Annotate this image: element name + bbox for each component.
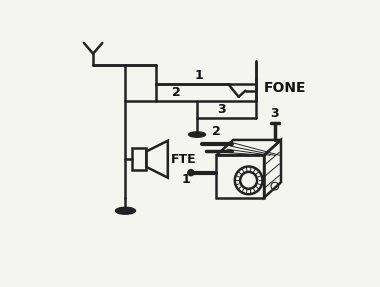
Ellipse shape: [116, 207, 135, 214]
Bar: [216, 155, 264, 198]
Text: 3: 3: [217, 103, 226, 116]
Text: FONE: FONE: [264, 81, 307, 95]
Text: 3: 3: [271, 107, 279, 120]
Text: 1: 1: [181, 173, 190, 187]
Circle shape: [188, 170, 194, 176]
Text: 2: 2: [212, 125, 221, 137]
Ellipse shape: [188, 132, 206, 137]
Text: 2: 2: [172, 86, 180, 99]
Text: FTE: FTE: [171, 153, 196, 166]
Bar: [132, 148, 146, 170]
Text: 1: 1: [194, 69, 203, 82]
